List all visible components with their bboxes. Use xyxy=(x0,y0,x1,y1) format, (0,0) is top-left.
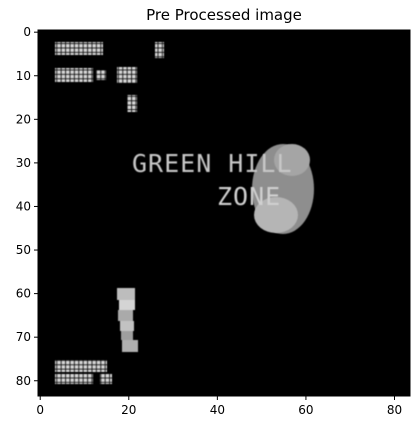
y-tick-label: 80 xyxy=(16,374,31,388)
x-tick-label: 0 xyxy=(36,403,44,417)
hud-rings-row xyxy=(127,95,137,112)
image-background xyxy=(38,30,410,396)
sonic-sprite xyxy=(117,288,138,352)
axis-ticks: 0 20 40 60 80 0 10 20 30 40 50 60 70 80 xyxy=(16,25,402,417)
lives-indicator xyxy=(55,360,112,384)
overlay-title-line1: GREEN HILL xyxy=(132,149,293,178)
hud-time-row xyxy=(55,67,137,83)
hud-score-row xyxy=(55,42,164,58)
x-tick-label: 80 xyxy=(387,403,402,417)
x-tick-label: 60 xyxy=(298,403,313,417)
y-tick-label: 20 xyxy=(16,112,31,126)
image-content: GREEN HILL ZONE xyxy=(55,42,314,384)
y-tick-label: 70 xyxy=(16,330,31,344)
overlay-title-line2: ZONE xyxy=(217,182,281,211)
y-tick-label: 50 xyxy=(16,243,31,257)
x-tick-label: 20 xyxy=(121,403,136,417)
y-tick-label: 40 xyxy=(16,199,31,213)
y-tick-label: 10 xyxy=(16,69,31,83)
axes-frame xyxy=(37,29,411,397)
figure-title: Pre Processed image xyxy=(146,6,302,24)
y-tick-label: 30 xyxy=(16,156,31,170)
x-tick-label: 40 xyxy=(210,403,225,417)
y-tick-label: 60 xyxy=(16,287,31,301)
y-tick-label: 0 xyxy=(23,25,31,39)
